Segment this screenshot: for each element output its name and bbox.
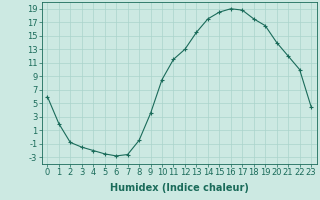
X-axis label: Humidex (Indice chaleur): Humidex (Indice chaleur) [110, 183, 249, 193]
